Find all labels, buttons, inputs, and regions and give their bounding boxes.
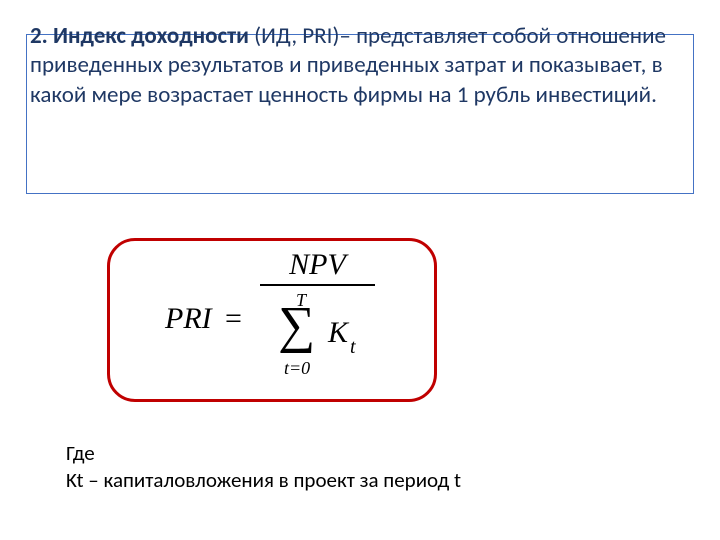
term-base: K	[328, 316, 348, 349]
definition-title: 2. Индекс доходности	[30, 22, 249, 50]
term-subscript: t	[350, 336, 356, 358]
fraction-bar	[260, 284, 375, 286]
formula-term: Kt	[328, 316, 354, 355]
where-block: Где Kt – капиталовложения в проект за пе…	[66, 440, 666, 495]
sum-lower-limit: t=0	[284, 358, 310, 379]
formula-denominator: T ∑ t=0 Kt	[260, 288, 375, 388]
formula-fraction: NPV T ∑ t=0 Kt	[260, 250, 375, 388]
definition-text: 2. Индекс доходности (ИД, PRI)– представ…	[30, 22, 684, 110]
formula-lhs: PRI	[165, 302, 212, 336]
where-definition: Kt – капиталовложения в проект за период…	[66, 467, 666, 494]
formula-numerator: NPV	[260, 250, 375, 282]
sum-symbol: ∑	[278, 300, 315, 352]
formula-equals: =	[225, 302, 242, 336]
where-label: Где	[66, 440, 666, 467]
